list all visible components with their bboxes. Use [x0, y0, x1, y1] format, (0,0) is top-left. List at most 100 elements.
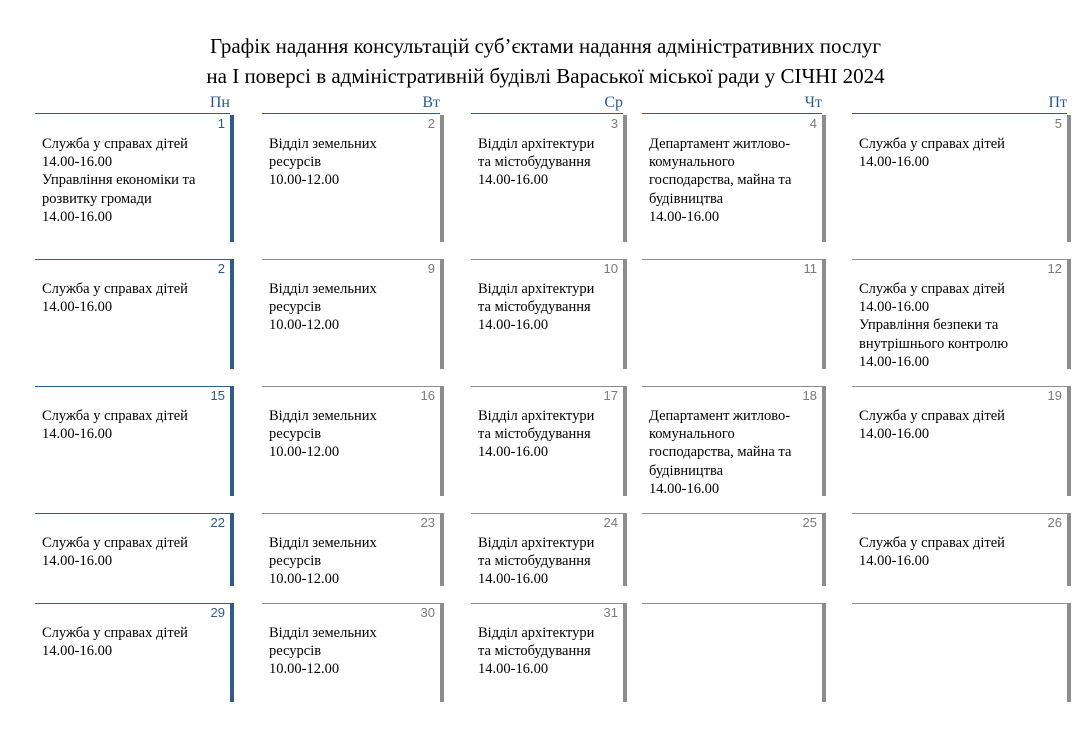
- entry-line: ресурсів: [269, 643, 322, 660]
- consultation-entries: Служба у справах дітей 14.00-16.00: [859, 534, 1061, 570]
- day-number: 9: [427, 261, 435, 276]
- day-cell: 16 Відділ земельних ресурсів 10.00-12.00: [262, 386, 444, 496]
- entry-line: 10.00-12.00: [269, 444, 340, 461]
- entry-line: 14.00-16.00: [649, 208, 720, 225]
- consultation-entries: Департамент житлово-комунального господар…: [649, 135, 816, 226]
- day-cell: 2 Відділ земельних ресурсів 10.00-12.00: [262, 115, 444, 242]
- day-number: 19: [1047, 388, 1062, 403]
- consultation-entries: Департамент житлово-комунального господар…: [649, 407, 816, 498]
- title-line-1: Графік надання консультацій суб’єктами н…: [210, 34, 881, 58]
- consultation-entries: Служба у справах дітей 14.00-16.00: [42, 407, 224, 443]
- day-number: 16: [420, 388, 435, 403]
- day-number: 26: [1047, 515, 1062, 530]
- consultation-entries: Відділ архітектури та містобудування 14.00…: [478, 624, 617, 679]
- entry-line: Служба у справах дітей: [42, 535, 188, 551]
- entry-line: 14.00-16.00: [42, 426, 113, 443]
- day-cell: 2 Служба у справах дітей 14.00-16.00: [35, 259, 234, 369]
- day-cell: [642, 603, 826, 702]
- day-cell: 29 Служба у справах дітей 14.00-16.00: [35, 603, 234, 702]
- entry-line: 14.00-16.00: [42, 208, 113, 225]
- day-number: 2: [217, 261, 225, 276]
- consultation-entries: Служба у справах дітей 14.00-16.00: [859, 407, 1061, 443]
- entry-line: Відділ архітектури: [478, 625, 595, 641]
- entry-line: Служба у справах дітей: [859, 408, 1005, 424]
- consultation-entries: Відділ земельних ресурсів 10.00-12.00: [269, 534, 434, 589]
- day-number: 31: [603, 605, 618, 620]
- entry-line: та містобудування: [478, 299, 591, 316]
- entry-line: 10.00-12.00: [269, 661, 340, 678]
- day-cell: 24 Відділ архітектури та містобудування 14.…: [471, 513, 627, 589]
- day-cell: 12 Служба у справах дітей 14.00-16.00 Управ…: [852, 259, 1071, 371]
- day-cell: 1 Служба у справах дітей 14.00-16.00 Управл…: [35, 115, 234, 242]
- entry-line: та містобудування: [478, 154, 591, 171]
- entry-line: Служба у справах дітей: [42, 625, 188, 641]
- entry-line: Відділ архітектури: [478, 136, 595, 152]
- consultation-entries: Відділ архітектури та містобудування 14.00…: [478, 407, 617, 462]
- entry-line: ресурсів: [269, 299, 322, 316]
- entry-line: 14.00-16.00: [42, 154, 113, 171]
- entry-line: ресурсів: [269, 553, 322, 570]
- entry-line: Служба у справах дітей: [42, 281, 188, 297]
- day-number: 10: [603, 261, 618, 276]
- entry-line: розвитку громади: [42, 190, 152, 207]
- entry-line: 14.00-16.00: [478, 317, 549, 334]
- day-cell: 19 Служба у справах дітей 14.00-16.00: [852, 386, 1071, 496]
- day-cell: 9 Відділ земельних ресурсів 10.00-12.00: [262, 259, 444, 369]
- day-cell: 3 Відділ архітектури та містобудування 14.0…: [471, 115, 627, 242]
- day-number: 12: [1047, 261, 1062, 276]
- day-number: 15: [210, 388, 225, 403]
- entry-line: 14.00-16.00: [478, 571, 549, 588]
- day-number: 5: [1054, 116, 1062, 131]
- day-cell: 18 Департамент житлово-комунального господ…: [642, 386, 826, 498]
- entry-line: 14.00-16.00: [859, 299, 930, 316]
- day-cell: 22 Служба у справах дітей 14.00-16.00: [35, 513, 234, 586]
- day-cell: 25: [642, 513, 826, 586]
- entry-line: будівництва: [649, 462, 724, 479]
- entry-line: ресурсів: [269, 154, 322, 171]
- entry-line: 14.00-16.00: [859, 154, 930, 171]
- entry-line: Відділ земельних: [269, 625, 377, 641]
- weekday-header: Ср: [471, 94, 623, 114]
- entry-line: 14.00-16.00: [859, 553, 930, 570]
- title-line-2: на І поверсі в адміністративній будівлі …: [206, 64, 885, 88]
- entry-line: та містобудування: [478, 643, 591, 660]
- day-cell: 23 Відділ земельних ресурсів 10.00-12.00: [262, 513, 444, 589]
- day-number: 25: [802, 515, 817, 530]
- consultation-entries: Відділ земельних ресурсів 10.00-12.00: [269, 407, 434, 462]
- day-cell: 15 Служба у справах дітей 14.00-16.00: [35, 386, 234, 496]
- consultation-entries: Служба у справах дітей 14.00-16.00 Управлі…: [859, 280, 1061, 371]
- entry-line: Департамент житлово-: [649, 136, 791, 152]
- entry-line: Відділ земельних: [269, 281, 377, 297]
- entry-line: комунального: [649, 426, 735, 443]
- entry-line: будівництва: [649, 190, 724, 207]
- entry-line: та містобудування: [478, 553, 591, 570]
- consultation-entries: Відділ архітектури та містобудування 14.00…: [478, 534, 617, 589]
- consultation-entries: Відділ архітектури та містобудування 14.00…: [478, 135, 617, 190]
- weekday-header: Пт: [852, 94, 1067, 114]
- entry-line: 14.00-16.00: [649, 480, 720, 497]
- consultation-entries: Відділ земельних ресурсів 10.00-12.00: [269, 135, 434, 190]
- consultation-entries: Служба у справах дітей 14.00-16.00: [42, 280, 224, 316]
- entry-line: Служба у справах дітей: [859, 281, 1005, 297]
- entry-line: 14.00-16.00: [42, 553, 113, 570]
- consultation-entries: Служба у справах дітей 14.00-16.00: [42, 534, 224, 570]
- entry-line: Служба у справах дітей: [859, 136, 1005, 152]
- entry-line: Служба у справах дітей: [859, 535, 1005, 551]
- entry-line: та містобудування: [478, 426, 591, 443]
- day-number: 3: [610, 116, 618, 131]
- consultation-entries: Служба у справах дітей 14.00-16.00: [42, 624, 224, 660]
- entry-line: Відділ земельних: [269, 408, 377, 424]
- day-cell: [852, 603, 1071, 702]
- entry-line: Відділ архітектури: [478, 408, 595, 424]
- entry-line: Управління безпеки та: [859, 317, 999, 334]
- entry-line: Відділ архітектури: [478, 535, 595, 551]
- entry-line: Служба у справах дітей: [42, 136, 188, 152]
- entry-line: 14.00-16.00: [478, 172, 549, 189]
- day-number: 17: [603, 388, 618, 403]
- consultation-entries: Відділ архітектури та містобудування 14.00…: [478, 280, 617, 335]
- day-cell: 31 Відділ архітектури та містобудування 14.…: [471, 603, 627, 702]
- consultation-entries: Відділ земельних ресурсів 10.00-12.00: [269, 624, 434, 679]
- weekday-header: Вт: [262, 94, 440, 114]
- day-number: 24: [603, 515, 618, 530]
- page-title: Графік надання консультацій суб’єктами н…: [0, 31, 1091, 91]
